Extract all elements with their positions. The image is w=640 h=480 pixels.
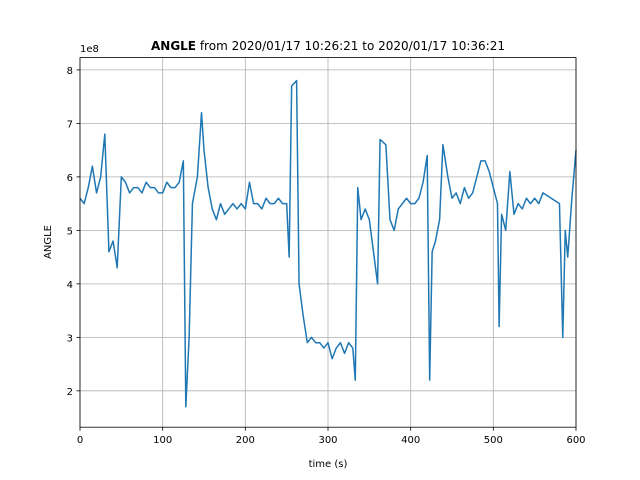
x-tick-label: 300 <box>318 435 337 446</box>
y-tick-label: 4 <box>67 280 73 291</box>
y-tick-label: 7 <box>67 119 73 130</box>
chart-title: ANGLE from 2020/01/17 10:26:21 to 2020/0… <box>151 39 505 53</box>
y-axis-label: ANGLE <box>43 225 54 259</box>
x-tick-label: 0 <box>77 435 83 446</box>
data-line <box>79 79 577 408</box>
x-tick-label: 100 <box>153 435 172 446</box>
title-rest: from 2020/01/17 10:26:21 to 2020/01/17 1… <box>196 39 505 53</box>
y-offset-label: 1e8 <box>80 44 99 55</box>
x-axis-label: time (s) <box>309 459 348 470</box>
y-tick-label: 3 <box>67 333 73 344</box>
x-tick-label: 500 <box>484 435 503 446</box>
x-tick-label: 600 <box>566 435 585 446</box>
x-tick-label: 200 <box>236 435 255 446</box>
y-tick-label: 2 <box>67 387 73 398</box>
x-tick-label: 400 <box>401 435 420 446</box>
plot-frame <box>79 57 577 428</box>
y-tick-label: 5 <box>67 226 73 237</box>
title-bold: ANGLE <box>151 39 196 53</box>
y-tick-label: 6 <box>67 173 73 184</box>
y-tick-label: 8 <box>67 66 73 77</box>
